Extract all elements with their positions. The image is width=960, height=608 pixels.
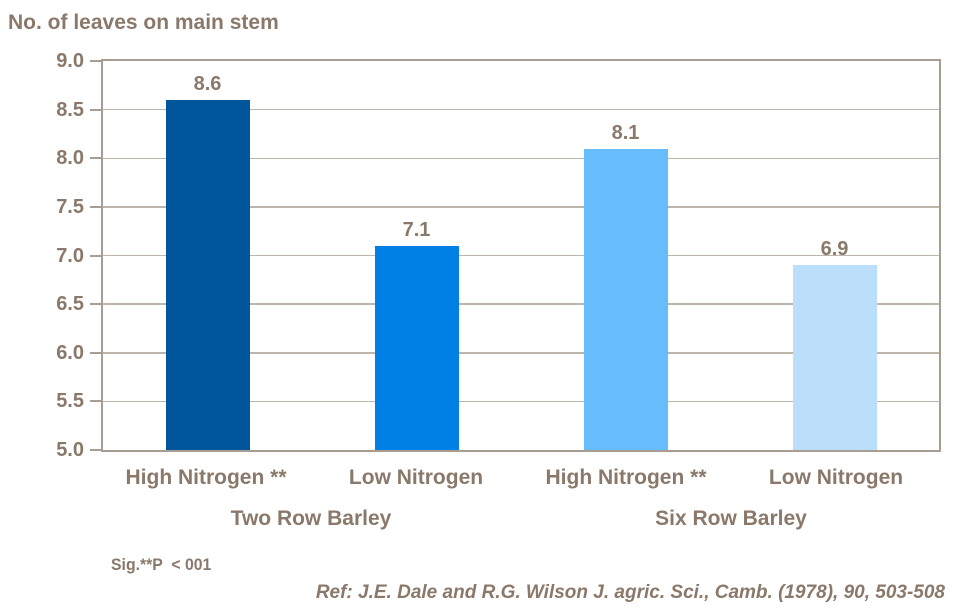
gridline [103, 108, 939, 111]
x-category-label: Low Nitrogen [768, 466, 904, 489]
gridline [103, 400, 939, 403]
gridline [103, 352, 939, 354]
y-tick-mark [90, 449, 101, 451]
y-tick-mark [90, 400, 101, 403]
gridline [103, 303, 939, 305]
y-tick-mark [90, 303, 101, 306]
y-tick-label: 8.5 [56, 98, 84, 121]
reference-note: Ref: J.E. Dale and R.G. Wilson J. agric.… [315, 582, 945, 603]
gridline [103, 206, 939, 208]
bar-value-label: 8.1 [611, 121, 640, 144]
bar [165, 99, 250, 450]
x-axis-group-labels: Two Row Barley Six Row Barley [101, 507, 941, 531]
y-tick-mark [90, 351, 101, 354]
y-tick-mark [90, 254, 101, 257]
gridline [103, 157, 939, 159]
bar-value-label: 6.9 [820, 238, 849, 261]
plot-area: 8.6 7.1 8.1 6.9 [101, 59, 941, 452]
y-tick-label: 7.5 [56, 195, 84, 218]
x-group-label: Two Row Barley [230, 507, 392, 530]
y-tick-label: 8.0 [56, 147, 84, 170]
x-group-label: Six Row Barley [655, 507, 807, 530]
y-tick-label: 7.0 [56, 244, 84, 267]
bar [583, 148, 668, 450]
bar [792, 265, 877, 450]
bar-value-label: 8.6 [193, 72, 222, 95]
x-axis-category-labels: High Nitrogen ** Low Nitrogen High Nitroge… [101, 466, 941, 490]
significance-note: Sig.**P < 001 [111, 555, 212, 574]
x-category-label: High Nitrogen ** [545, 466, 707, 489]
y-tick-mark [90, 60, 101, 62]
y-tick-label: 6.0 [56, 341, 84, 364]
x-category-label: Low Nitrogen [348, 466, 484, 489]
bar [374, 245, 459, 450]
y-tick-mark [90, 108, 101, 111]
y-tick-label: 9.0 [56, 50, 84, 72]
gridline [103, 254, 939, 257]
y-tick-mark [90, 157, 101, 160]
y-tick-label: 5.0 [56, 439, 84, 461]
bar-value-label: 7.1 [402, 218, 431, 241]
y-tick-label: 6.5 [56, 293, 84, 316]
y-tick-label: 5.5 [56, 390, 84, 413]
y-tick-mark [90, 205, 101, 208]
chart-title: No. of leaves on main stem [8, 11, 279, 34]
x-category-label: High Nitrogen ** [125, 466, 287, 489]
